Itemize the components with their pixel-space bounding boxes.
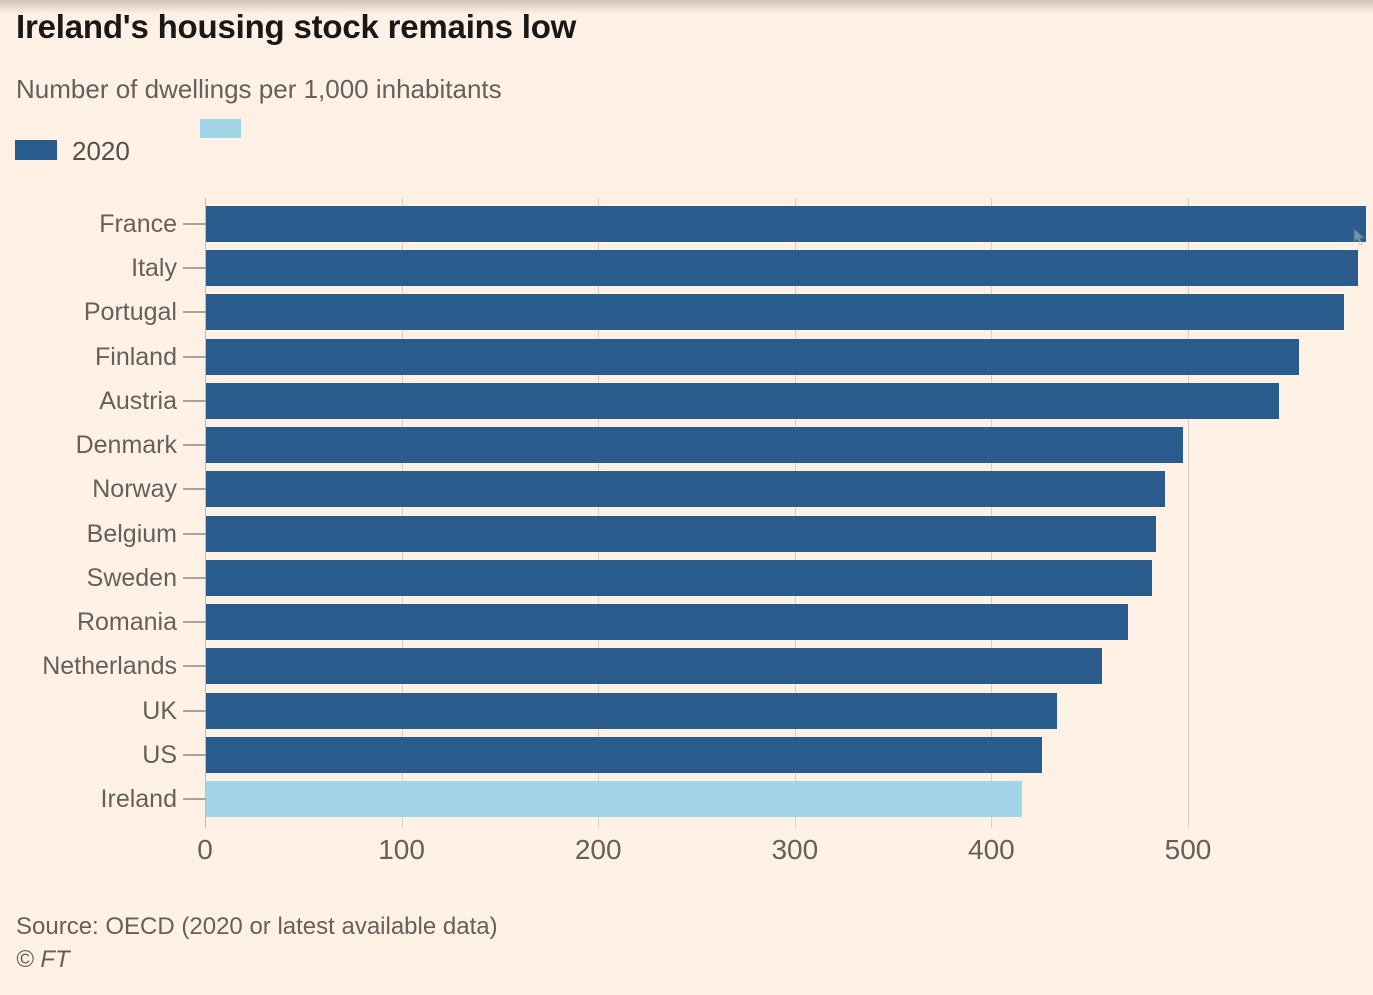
category-label-romania: Romania [76, 608, 177, 637]
category-label-france: France [99, 209, 177, 238]
category-label-uk: UK [142, 696, 177, 725]
category-tick-france [183, 222, 206, 225]
bar-portugal [206, 294, 1345, 331]
source-note: Source: OECD (2020 or latest available d… [16, 913, 498, 940]
legend-swatch-2020 [15, 140, 57, 160]
category-label-us: US [142, 740, 177, 769]
category-label-norway: Norway [92, 475, 177, 504]
x-axis-label-500: 500 [1164, 834, 1212, 865]
chart-title: Ireland's housing stock remains low [16, 8, 577, 45]
category-label-ireland: Ireland [100, 785, 177, 814]
gridline-100 [401, 198, 403, 828]
x-axis-label-400: 400 [968, 834, 1015, 865]
category-tick-uk [183, 709, 206, 712]
category-tick-belgium [183, 532, 206, 535]
ft-copyright: © FT [16, 946, 70, 973]
category-tick-sweden [183, 576, 206, 579]
bar-ireland [206, 781, 1022, 818]
bar-romania [206, 604, 1129, 641]
category-tick-portugal [183, 311, 206, 314]
gridline-0 [205, 198, 206, 828]
bar-italy [206, 249, 1359, 286]
category-tick-us [183, 753, 206, 756]
x-axis-label-0: 0 [197, 834, 213, 865]
category-tick-ireland [183, 798, 206, 801]
x-axis-label-200: 200 [574, 834, 622, 865]
bar-norway [206, 471, 1166, 508]
category-label-portugal: Portugal [83, 298, 177, 327]
category-label-belgium: Belgium [86, 519, 177, 548]
gridline-200 [598, 198, 600, 828]
category-label-netherlands: Netherlands [42, 652, 177, 681]
bar-uk [206, 692, 1058, 729]
category-tick-denmark [183, 444, 206, 447]
x-axis-label-100: 100 [378, 834, 425, 865]
gridline-500 [1188, 198, 1189, 828]
chart-subtitle: Number of dwellings per 1,000 inhabitant… [16, 74, 502, 104]
category-tick-finland [183, 355, 206, 358]
bar-netherlands [206, 648, 1103, 685]
bar-denmark [206, 427, 1184, 464]
category-tick-netherlands [183, 665, 206, 668]
category-label-italy: Italy [131, 253, 177, 282]
bar-finland [206, 338, 1300, 375]
gridline-400 [991, 198, 993, 828]
bar-austria [206, 382, 1280, 419]
legend-label-2020: 2020 [72, 136, 130, 166]
x-axis-label-300: 300 [771, 834, 819, 865]
bar-us [206, 736, 1042, 773]
bar-belgium [206, 515, 1156, 552]
category-tick-norway [183, 488, 206, 491]
category-tick-italy [183, 266, 206, 269]
category-tick-austria [183, 399, 206, 402]
bar-france [206, 205, 1366, 242]
category-tick-romania [183, 621, 206, 624]
bar-sweden [206, 559, 1152, 596]
category-label-sweden: Sweden [86, 563, 177, 592]
category-label-austria: Austria [99, 386, 177, 415]
category-label-finland: Finland [95, 342, 177, 371]
gridline-300 [794, 198, 796, 828]
category-label-denmark: Denmark [75, 431, 177, 460]
legend-swatch-highlight [200, 119, 241, 138]
